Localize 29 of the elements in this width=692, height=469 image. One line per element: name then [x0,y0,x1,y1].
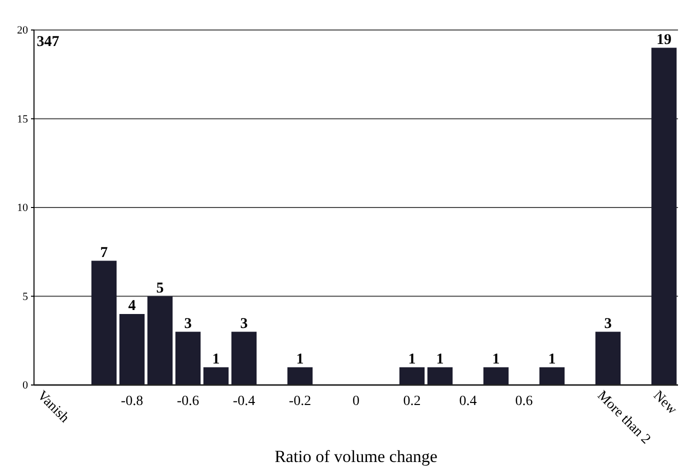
data-label: 3 [240,316,248,332]
x-axis-title: Ratio of volume change [274,447,438,466]
y-tick-label: 5 [22,290,28,303]
data-label: 4 [128,298,136,314]
x-tick-label: -0.8 [120,394,144,409]
text: 347 [36,34,60,50]
data-label: 1 [548,351,556,368]
x-tick-label: 0 [352,394,360,409]
x-tick-label: -0.4 [232,394,256,409]
x-tick-label: New [650,388,680,418]
x-tick-label: 0.4 [459,394,477,409]
data-label: 19 [656,32,672,48]
data-label: 3 [184,316,192,332]
y-tick-label: 0 [22,380,28,392]
x-tick-label: 0.2 [403,394,421,409]
y-tick-label: 15 [17,113,28,126]
data-label: 7 [100,244,108,261]
data-label: 1 [492,351,500,368]
x-tick-label: -0.6 [176,394,200,409]
data-label: 1 [436,351,444,368]
x-tick-label: -0.2 [288,394,312,409]
x-tick-label: 0.6 [515,394,533,409]
data-label: 1 [296,351,304,368]
data-label: 1 [408,351,416,368]
y-tick-label: 20 [17,24,28,37]
y-tick-label: 10 [17,202,28,214]
data-label: 5 [156,280,164,296]
data-label: 3 [604,316,612,332]
data-label: 1 [212,351,220,368]
